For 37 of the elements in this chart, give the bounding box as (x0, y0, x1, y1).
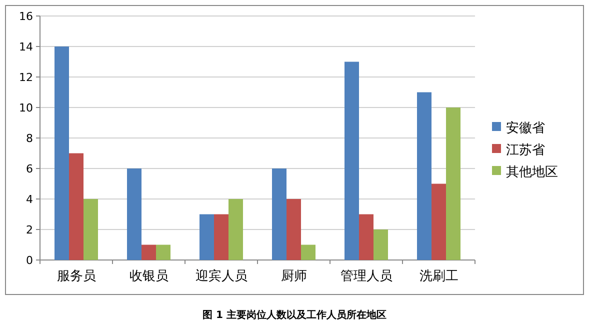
bar (446, 108, 460, 260)
bar (127, 168, 142, 260)
bar (432, 184, 446, 260)
y-tick-label: 16 (19, 10, 33, 23)
bar (374, 230, 388, 260)
bar (272, 168, 286, 260)
legend-label: 其他地区 (506, 165, 558, 180)
y-tick-label: 2 (26, 224, 33, 236)
x-tick-label: 厨师 (280, 269, 307, 284)
bar (417, 92, 432, 260)
y-tick-label: 0 (26, 254, 33, 267)
y-tick-label: 14 (19, 40, 33, 54)
x-tick-label: 服务员 (56, 269, 96, 284)
x-tick-label: 迎宾人员 (195, 268, 248, 284)
bar (344, 62, 359, 260)
y-tick-label: 12 (19, 71, 33, 84)
legend-label: 安徽省 (506, 120, 545, 136)
x-tick-label: 洗刷工 (419, 269, 458, 284)
x-tick-label: 管理人员 (340, 269, 392, 284)
bar (286, 199, 301, 260)
bar (228, 199, 243, 260)
bar (142, 244, 156, 260)
bar (54, 46, 69, 260)
y-tick-label: 6 (26, 162, 33, 176)
caption: 图 1 主要岗位人数以及工作人员所在地区 (202, 309, 386, 321)
bar (200, 214, 214, 260)
y-tick-label: 4 (26, 193, 33, 206)
legend-label: 江苏省 (506, 143, 545, 158)
y-tick-label: 8 (26, 132, 33, 145)
bar (359, 214, 374, 260)
bar (84, 199, 98, 260)
bar (301, 244, 316, 260)
y-tick-label: 10 (19, 102, 33, 114)
x-tick-label: 收银员 (129, 269, 168, 284)
bar (69, 153, 84, 260)
bar (214, 214, 228, 260)
bar (156, 244, 170, 260)
